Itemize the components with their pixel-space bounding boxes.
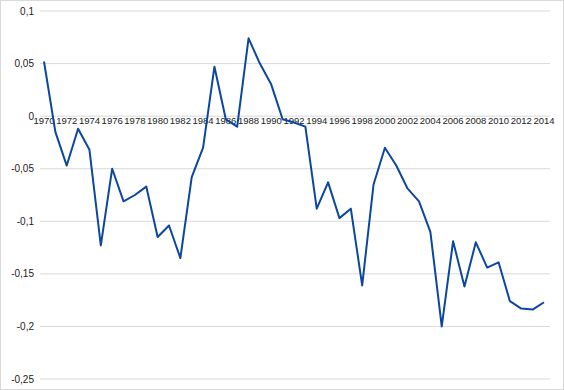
y-tick-label: -0,2	[17, 321, 35, 332]
x-tick-label: 1974	[79, 115, 100, 126]
grid	[40, 11, 550, 379]
y-tick-label: -0,15	[11, 268, 34, 279]
y-tick-label: 0,1	[20, 6, 34, 17]
x-tick-label: 1996	[329, 115, 350, 126]
y-tick-label: -0,25	[11, 374, 34, 385]
x-tick-label: 2012	[511, 115, 532, 126]
x-tick-label: 2010	[488, 115, 509, 126]
x-tick-label: 1990	[261, 115, 282, 126]
grid-line	[40, 63, 550, 64]
x-tick-label: 2004	[420, 115, 441, 126]
x-tick-label: 1982	[170, 115, 191, 126]
x-tick-label: 1970	[33, 115, 54, 126]
grid-line	[40, 379, 550, 380]
x-tick-label: 1998	[352, 115, 373, 126]
x-tick-label: 2006	[443, 115, 464, 126]
chart: 0,10,050-0,05-0,1-0,15-0,2-0,25197019721…	[0, 0, 564, 390]
background	[1, 1, 564, 390]
grid-line	[40, 168, 550, 169]
x-tick-label: 1980	[147, 115, 168, 126]
y-tick-label: -0,1	[17, 216, 35, 227]
x-tick-label: 2000	[374, 115, 395, 126]
x-tick-label: 1976	[102, 115, 123, 126]
x-tick-label: 2008	[465, 115, 486, 126]
data-line	[44, 38, 544, 326]
y-tick-label: -0,05	[11, 163, 34, 174]
x-tick-label: 1984	[193, 115, 214, 126]
grid-line	[40, 326, 550, 327]
x-tick-label: 2014	[533, 115, 554, 126]
grid-line	[40, 273, 550, 274]
x-tick-label: 1978	[124, 115, 145, 126]
x-tick-label: 1994	[306, 115, 327, 126]
grid-line	[40, 11, 550, 12]
grid-line	[40, 221, 550, 222]
y-tick-label: 0,05	[15, 58, 35, 69]
x-tick-label: 2002	[397, 115, 418, 126]
plot-area	[44, 38, 544, 326]
x-tick-label: 1972	[56, 115, 77, 126]
x-tick-label: 1988	[238, 115, 259, 126]
